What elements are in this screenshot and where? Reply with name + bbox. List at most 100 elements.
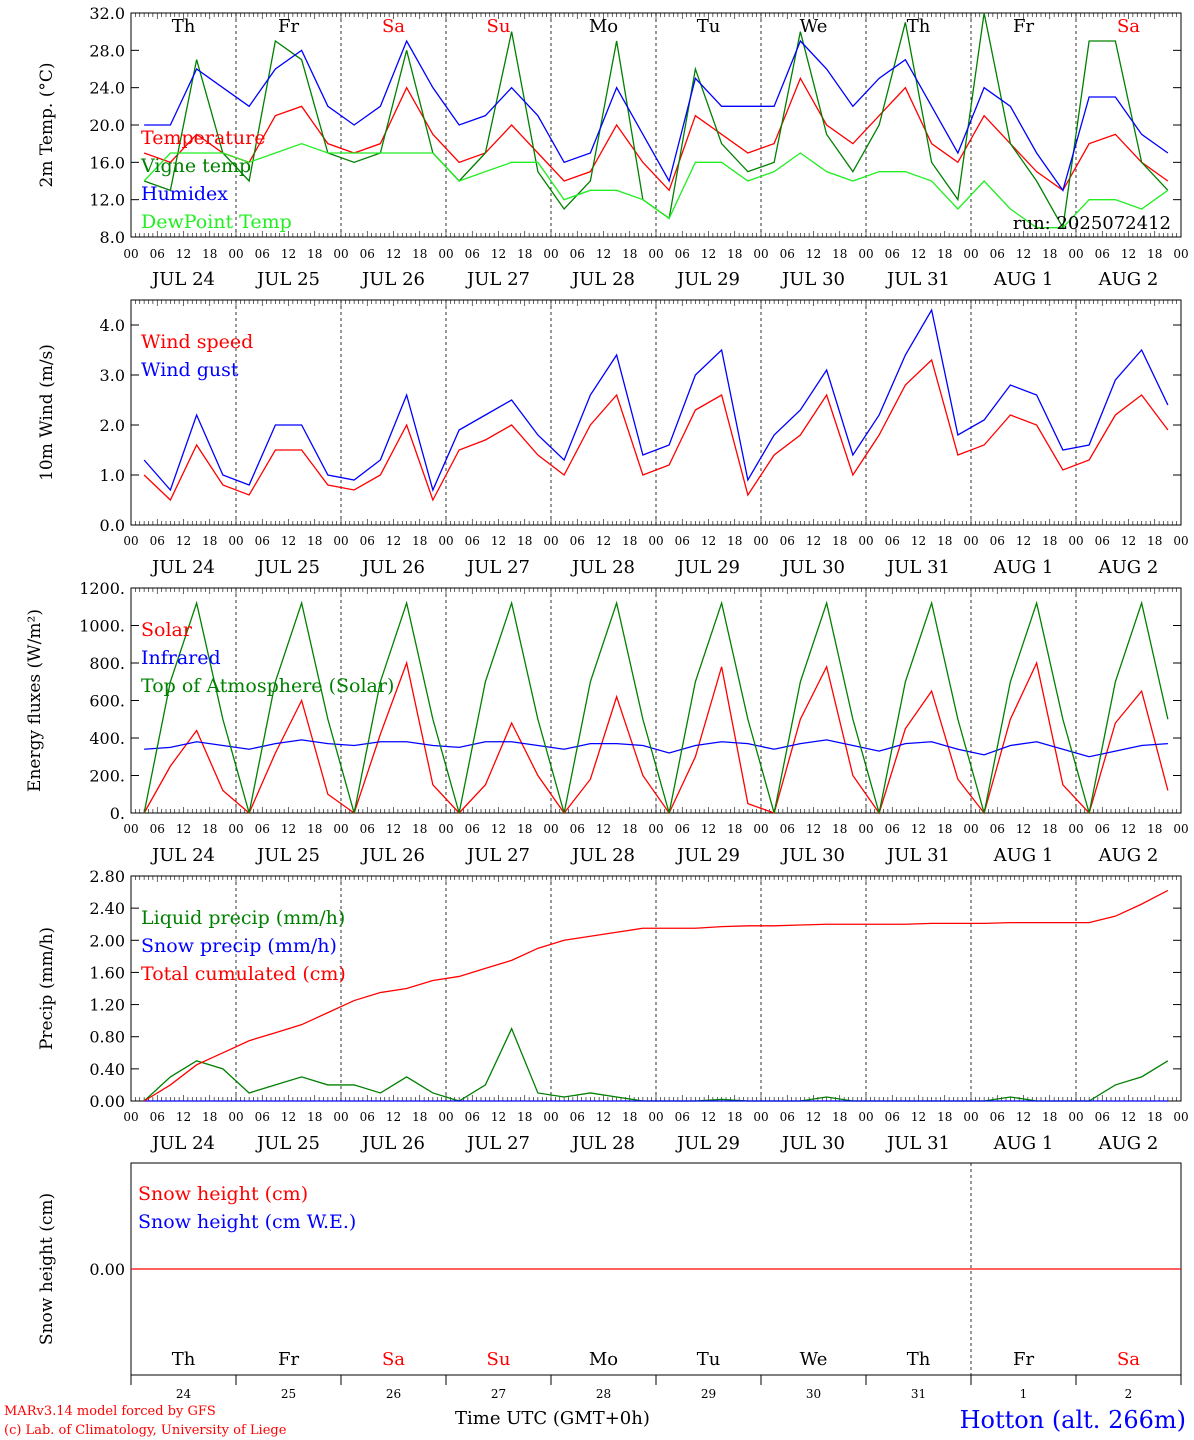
x-hour-label: 12 [281, 1110, 296, 1124]
legend-entry: Humidex [141, 183, 228, 205]
x-hour-label: 00 [1068, 1110, 1083, 1124]
x-date-label: AUG 1 [993, 269, 1054, 290]
weekday-label: Th [172, 1349, 196, 1370]
x-hour-label: 06 [990, 822, 1005, 836]
x-hour-label: 12 [911, 822, 926, 836]
day-number-label: 1 [1020, 1387, 1028, 1401]
x-hour-label: 12 [596, 822, 611, 836]
x-hour-label: 18 [1147, 822, 1162, 836]
x-date-label: JUL 29 [675, 557, 740, 578]
day-number-label: 29 [701, 1387, 716, 1401]
x-date-label: JUL 24 [150, 1133, 215, 1154]
y-tick-label: 1200. [79, 579, 125, 598]
y-tick-label: 2.00 [89, 931, 125, 950]
y-tick-label: 16.0 [89, 153, 125, 172]
x-hour-label: 00 [1173, 247, 1188, 261]
day-number-label: 26 [386, 1387, 401, 1401]
x-date-label: JUL 31 [885, 845, 950, 866]
x-hour-label: 00 [963, 534, 978, 548]
x-hour-label: 00 [543, 247, 558, 261]
x-date-label: JUL 31 [885, 557, 950, 578]
x-hour-label: 00 [858, 1110, 873, 1124]
weekday-label: Th [907, 1349, 931, 1370]
x-hour-label: 12 [176, 247, 191, 261]
x-hour-label: 12 [701, 822, 716, 836]
x-hour-label: 12 [1016, 822, 1031, 836]
x-hour-label: 18 [307, 822, 322, 836]
x-hour-label: 18 [727, 822, 742, 836]
y-axis-label: Energy fluxes (W/m²) [25, 609, 45, 792]
x-date-label: JUL 29 [675, 269, 740, 290]
x-hour-label: 06 [150, 1110, 165, 1124]
x-hour-label: 00 [228, 822, 243, 836]
x-hour-label: 06 [255, 534, 270, 548]
y-tick-label: 800. [89, 654, 125, 673]
x-hour-label: 00 [438, 822, 453, 836]
x-date-label: JUL 25 [255, 557, 320, 578]
x-hour-label: 00 [333, 247, 348, 261]
series-line [143, 308, 1169, 492]
x-date-label: JUL 24 [150, 557, 215, 578]
x-hour-label: 00 [753, 1110, 768, 1124]
y-tick-label: 4.0 [100, 316, 125, 335]
x-hour-label: 06 [780, 534, 795, 548]
panel-frame [130, 12, 1182, 238]
x-hour-label: 12 [806, 1110, 821, 1124]
x-date-label: AUG 2 [1098, 557, 1159, 578]
x-date-label: JUL 25 [255, 845, 320, 866]
x-hour-label: 18 [622, 247, 637, 261]
x-hour-label: 12 [1121, 247, 1136, 261]
x-date-label: JUL 27 [465, 557, 530, 578]
x-hour-label: 18 [517, 822, 532, 836]
legend-entry: Top of Atmosphere (Solar) [141, 675, 394, 697]
x-hour-label: 06 [885, 534, 900, 548]
weekday-label: Mo [589, 16, 618, 37]
x-hour-label: 12 [701, 247, 716, 261]
x-hour-label: 06 [990, 247, 1005, 261]
weekday-label: Fr [278, 16, 299, 37]
x-hour-label: 06 [570, 247, 585, 261]
x-hour-label: 06 [990, 534, 1005, 548]
weekday-label: Fr [1013, 1349, 1034, 1370]
x-date-label: AUG 1 [993, 1133, 1054, 1154]
x-date-label: AUG 2 [1098, 845, 1159, 866]
weekday-label: Tu [697, 16, 721, 37]
x-date-label: JUL 29 [675, 845, 740, 866]
legend-entry: Snow precip (mm/h) [141, 935, 337, 957]
x-hour-label: 06 [675, 247, 690, 261]
day-number-label: 28 [596, 1387, 611, 1401]
x-hour-label: 18 [517, 247, 532, 261]
y-tick-label: 0.00 [89, 1260, 125, 1279]
x-hour-label: 12 [491, 822, 506, 836]
day-number-label: 2 [1125, 1387, 1133, 1401]
x-hour-label: 00 [753, 822, 768, 836]
legend-entry: Liquid precip (mm/h) [141, 907, 345, 929]
x-hour-label: 00 [228, 534, 243, 548]
x-hour-label: 00 [753, 247, 768, 261]
series-line [143, 600, 1169, 814]
x-hour-label: 12 [176, 534, 191, 548]
x-hour-label: 18 [202, 247, 217, 261]
x-hour-label: 00 [648, 534, 663, 548]
series-line [144, 739, 1168, 758]
x-hour-label: 18 [727, 247, 742, 261]
x-hour-label: 18 [727, 534, 742, 548]
x-hour-label: 06 [255, 247, 270, 261]
x-hour-label: 06 [675, 534, 690, 548]
x-hour-label: 00 [438, 247, 453, 261]
series-line [143, 889, 1169, 1102]
x-date-label: JUL 24 [150, 845, 215, 866]
x-hour-label: 12 [176, 1110, 191, 1124]
x-hour-label: 12 [1121, 822, 1136, 836]
x-hour-label: 00 [1173, 1110, 1188, 1124]
y-axis-label: Snow height (cm) [37, 1193, 57, 1345]
weekday-label: Tu [697, 1349, 721, 1370]
x-hour-label: 18 [412, 247, 427, 261]
x-hour-label: 18 [832, 247, 847, 261]
legend-entry: Vigne temp [140, 155, 251, 177]
y-tick-label: 2.80 [89, 867, 125, 886]
legend-entry: Infrared [141, 647, 221, 669]
y-axis-label: 2m Temp. (°C) [37, 62, 57, 187]
x-hour-label: 18 [202, 1110, 217, 1124]
y-tick-label: 400. [89, 729, 125, 748]
